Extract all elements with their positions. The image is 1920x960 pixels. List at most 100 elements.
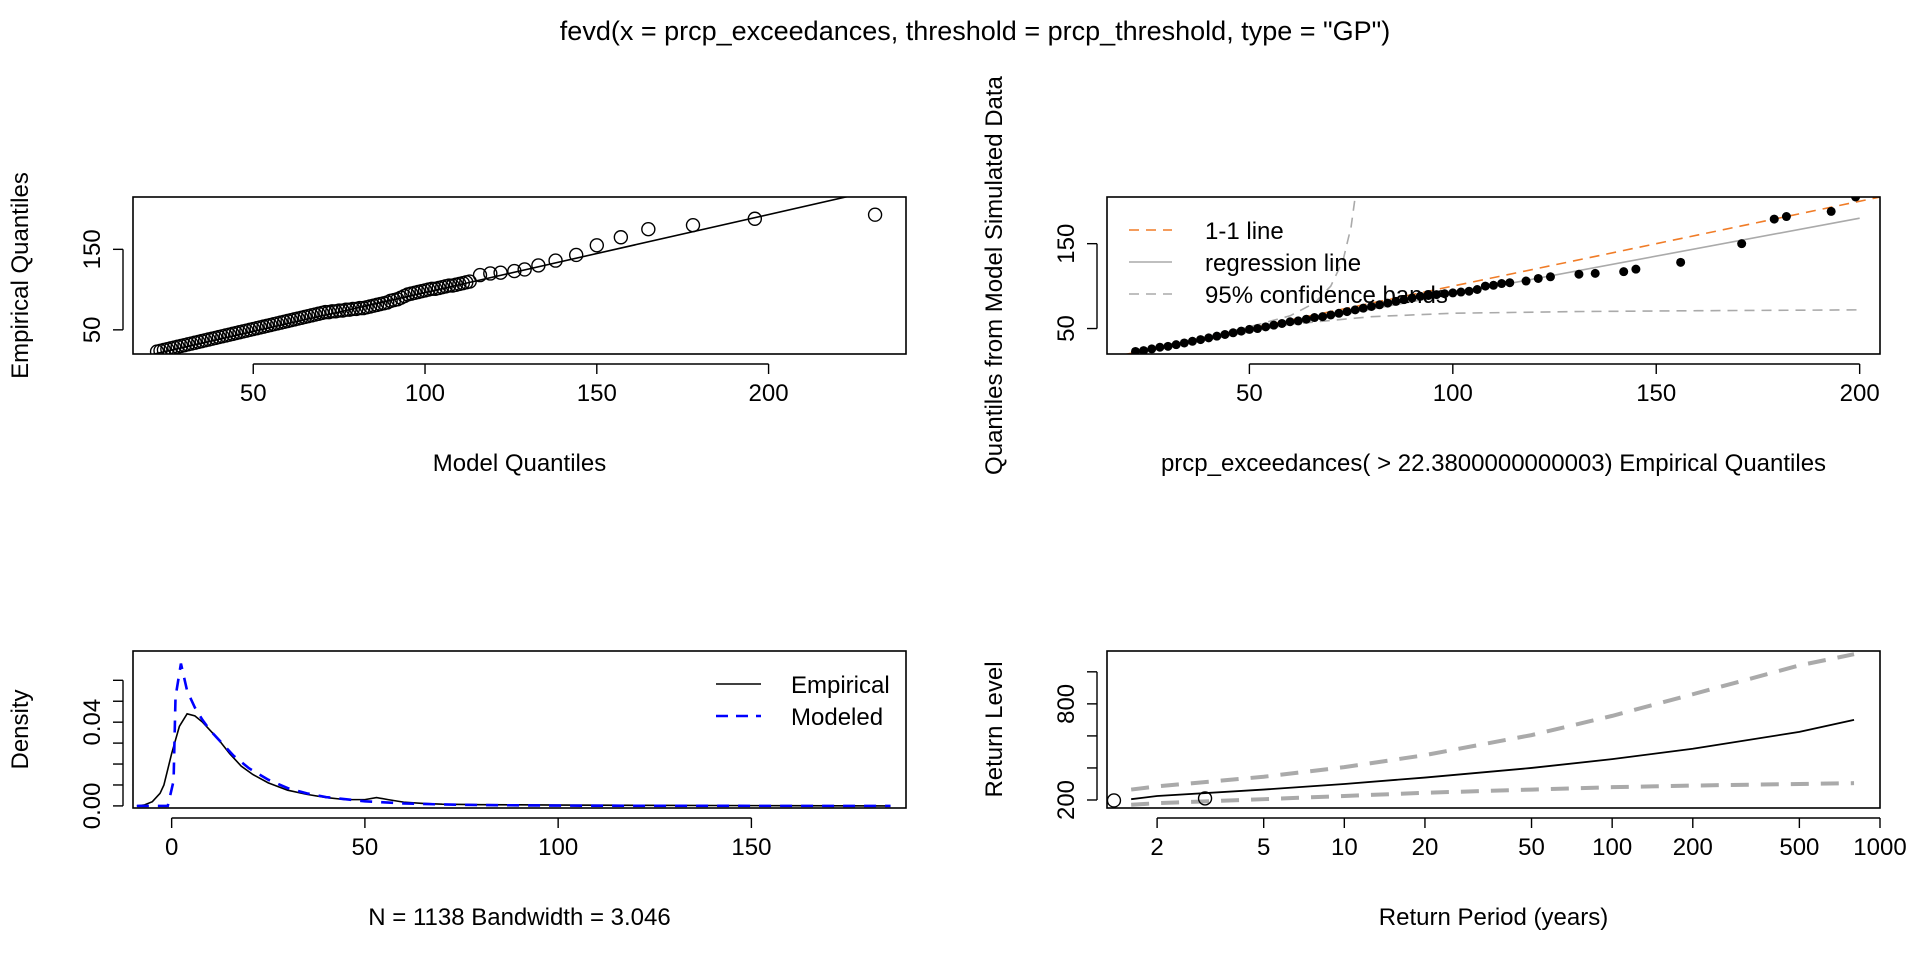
plot-frame (132, 196, 907, 355)
data-point (1399, 295, 1409, 305)
data-point (1277, 318, 1287, 328)
y-axis: 0.00 0.04 Density (7, 679, 124, 830)
data-point (1423, 290, 1433, 300)
data-point (1220, 329, 1230, 339)
data-point (1147, 344, 1157, 354)
data-point (1301, 314, 1311, 324)
x-tick-label: 5 (1257, 834, 1270, 861)
data-point (747, 211, 763, 226)
data-point (1440, 289, 1450, 299)
x-tick-label: 2 (1150, 834, 1163, 861)
data-point (589, 238, 604, 253)
data-point (331, 303, 347, 318)
data-point (1236, 326, 1246, 336)
data-point (1619, 267, 1629, 277)
y-axis-label: Quantiles from Model Simulated Data (981, 75, 1008, 475)
density-line-empirical (136, 712, 891, 807)
data-point (1851, 197, 1861, 202)
x-tick-label: 500 (1779, 834, 1819, 861)
data-point (1244, 324, 1254, 334)
panel-return_level: 2 5 10 20 50 100 200 500 1000 Return Period (year… (981, 650, 1907, 931)
plot-frame (132, 650, 907, 809)
plot-frame (1106, 650, 1881, 809)
data-point (568, 247, 584, 263)
legend-label: Empirical (791, 672, 890, 699)
x-tick-label: 150 (731, 834, 771, 861)
data-point (1212, 331, 1222, 341)
data-point (1448, 288, 1458, 298)
data-point (641, 222, 656, 237)
data-point (1676, 257, 1686, 267)
data-point (1261, 322, 1271, 332)
data-point (1196, 335, 1206, 345)
x-axis: 0 50 100 150 N = 1138 Bandwidth = 3.046 (165, 817, 771, 931)
data-point (1309, 313, 1319, 323)
x-tick-label: 150 (1636, 380, 1676, 407)
data-point (424, 281, 440, 296)
data-point (493, 265, 508, 280)
data-point (1464, 286, 1474, 296)
data-point (1631, 264, 1641, 274)
x-tick-label: 200 (749, 380, 789, 407)
x-tick-label: 0 (165, 834, 178, 861)
data-point (1163, 341, 1173, 351)
data-point (1781, 212, 1791, 222)
legend-label: Modeled (791, 704, 883, 731)
return-level-upper (1130, 652, 1855, 792)
data-point (1472, 285, 1482, 295)
data-point (472, 267, 488, 283)
x-tick-label: 50 (1518, 834, 1545, 861)
x-tick-label: 200 (1840, 380, 1880, 407)
x-axis-label: Model Quantiles (433, 450, 606, 477)
plot-area-return_level (1130, 652, 1855, 807)
data-point (1737, 239, 1747, 249)
data-point (1171, 340, 1181, 350)
data-point (441, 278, 457, 293)
data-point (1505, 278, 1515, 288)
y-tick-label: 800 (1053, 684, 1080, 724)
y-tick-label: 0.00 (79, 783, 106, 830)
legend-label: regression line (1205, 250, 1361, 277)
x-tick-label: 50 (352, 834, 379, 861)
x-tick-label: 100 (405, 380, 445, 407)
y-axis: 50 150 Quantiles from Model Simulated Data (981, 75, 1098, 475)
y-axis-label: Return Level (981, 661, 1008, 797)
data-point (1545, 272, 1555, 282)
y-tick-label: 50 (1053, 315, 1080, 342)
y-tick-label: 150 (1053, 224, 1080, 264)
x-tick-label: 1000 (1853, 834, 1906, 861)
data-point (685, 217, 701, 233)
data-point (483, 266, 498, 281)
data-point (531, 258, 546, 273)
data-point (1155, 342, 1165, 352)
data-point (1350, 305, 1360, 315)
data-point (1204, 333, 1214, 343)
x-tick-label: 50 (1236, 380, 1263, 407)
data-point (1179, 338, 1189, 348)
data-point (1826, 206, 1836, 216)
legend: Empirical Modeled (716, 672, 890, 731)
data-point (1456, 287, 1466, 297)
density-line-modeled (136, 663, 891, 808)
data-point (1130, 346, 1140, 354)
data-point (345, 301, 361, 317)
x-tick-label: 150 (577, 380, 617, 407)
data-point (1407, 293, 1417, 303)
data-point (1187, 336, 1197, 346)
y-tick-label: 0.04 (79, 699, 106, 746)
data-point (1269, 320, 1279, 330)
data-point (462, 274, 477, 289)
y-axis-label: Empirical Quantiles (7, 172, 34, 379)
data-point (613, 230, 629, 245)
figure-title: fevd(x = prcp_exceedances, threshold = p… (560, 16, 1390, 46)
one-to-one-line (1123, 197, 1880, 354)
data-point (1106, 793, 1122, 808)
data-point (1480, 281, 1490, 291)
x-axis: 50 100 150 200 prcp_exceedances( > 22.380000… (1161, 363, 1880, 477)
x-tick-label: 20 (1412, 834, 1439, 861)
data-point (1574, 269, 1584, 279)
data-point (1383, 298, 1393, 308)
legend-label: 95% confidence bands (1205, 282, 1448, 309)
